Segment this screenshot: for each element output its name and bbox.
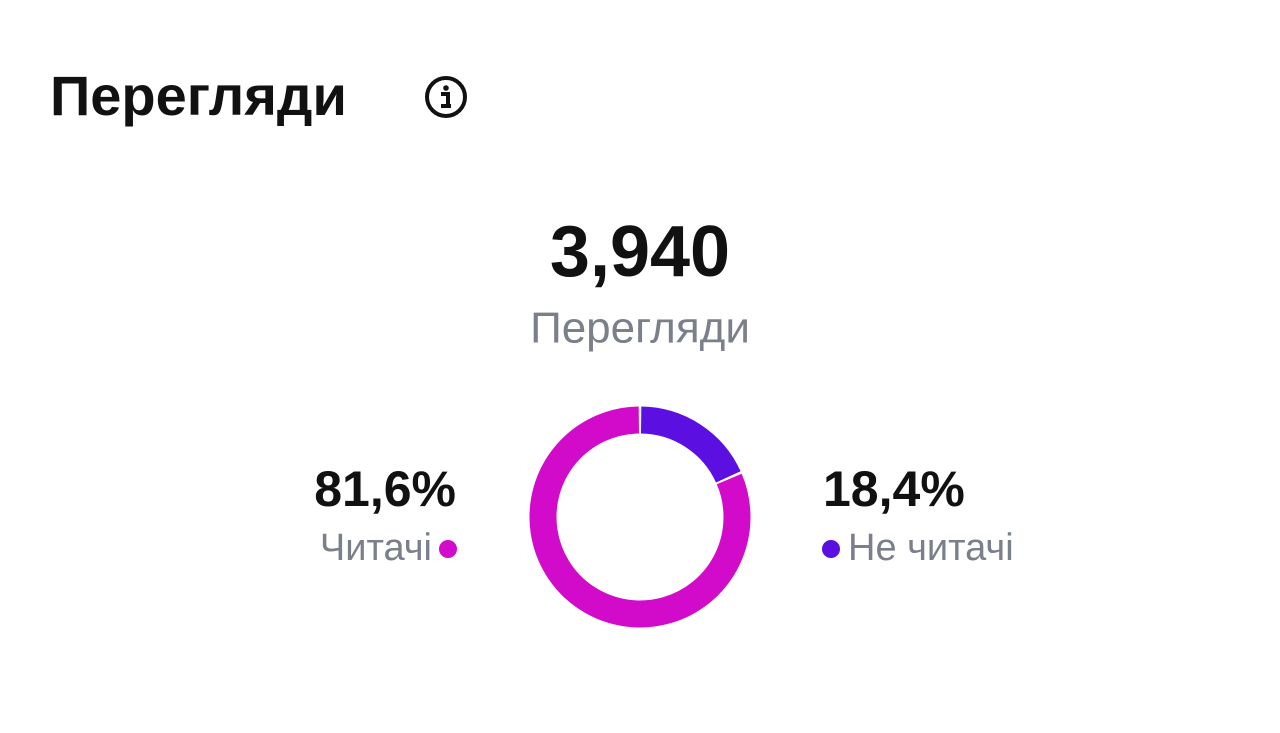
card-title: Перегляди [50,64,347,127]
value-label: 18,4% [823,461,965,517]
value-label: 81,6% [314,461,456,517]
total-value: 3,940 [550,212,730,292]
info-dot[interactable] [443,85,449,91]
donut-segment [529,406,751,628]
info-circle[interactable] [425,76,467,118]
total-caption: Перегляди [530,304,750,353]
legend-dot [439,540,457,558]
legend-label: Не читачі [848,527,1014,569]
legend-dot [822,540,840,558]
info-stem[interactable] [441,92,451,108]
donut-segment [640,406,741,483]
legend-label: Читачі [320,527,432,569]
info-icon[interactable] [425,76,467,118]
